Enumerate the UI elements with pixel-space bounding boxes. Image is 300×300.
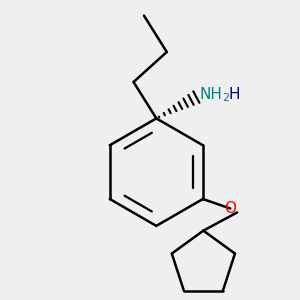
Text: 2: 2 [222, 92, 229, 103]
Text: O: O [224, 201, 236, 216]
Text: NH: NH [200, 87, 223, 102]
Text: H: H [228, 87, 240, 102]
